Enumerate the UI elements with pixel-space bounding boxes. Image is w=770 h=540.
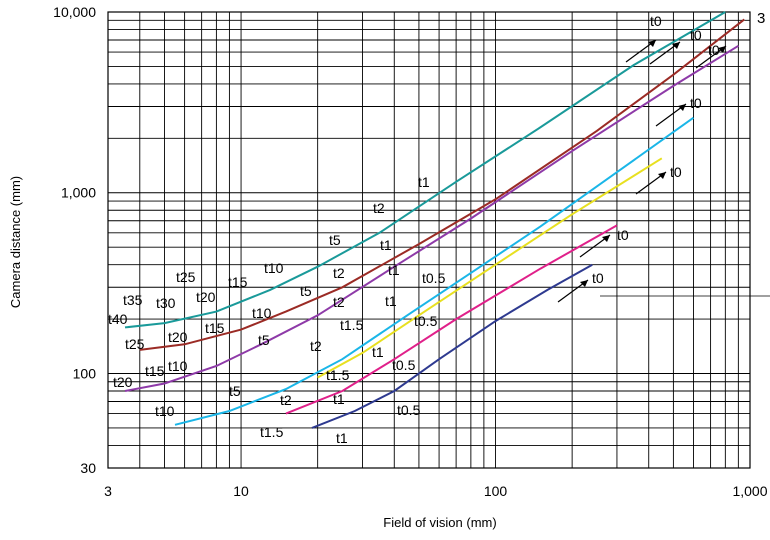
- arrow-head: [672, 42, 680, 49]
- grid: [107, 11, 751, 469]
- thickness-label: t25: [176, 269, 196, 285]
- thickness-label: t0.5: [392, 357, 416, 373]
- thickness-label: t5: [300, 283, 312, 299]
- thickness-label: t1.5: [340, 317, 364, 333]
- arrow-head: [580, 280, 588, 287]
- series-line-2: [139, 18, 745, 351]
- x-tick-label: 3: [104, 483, 112, 499]
- y-axis-label: Camera distance (mm): [8, 176, 23, 308]
- thickness-label: t10: [168, 358, 188, 374]
- thickness-label: t2: [373, 200, 385, 216]
- series-line-6: [285, 224, 618, 415]
- thickness-label: t10: [264, 260, 284, 276]
- corner-label: 3: [757, 10, 765, 27]
- thickness-label: t10: [155, 403, 175, 419]
- thickness-label: t0.5: [422, 270, 446, 286]
- thickness-label: t20: [196, 289, 216, 305]
- arrow-head: [602, 235, 610, 242]
- thickness-label: t20: [168, 329, 188, 345]
- thickness-label: t1.5: [260, 424, 284, 440]
- thickness-label: t15: [205, 320, 225, 336]
- x-axis-label: Field of vision (mm): [383, 515, 496, 530]
- thickness-label: t1: [418, 174, 430, 190]
- x-tick-label: 10: [233, 483, 249, 499]
- arrow-head: [678, 104, 686, 111]
- thickness-label: t25: [125, 336, 145, 352]
- tick-labels: 3 10 100 1,000 30 100 1,000 10,000: [53, 4, 768, 499]
- thickness-label: t0: [670, 164, 682, 180]
- thickness-label: t0: [617, 227, 629, 243]
- arrow-head: [718, 46, 726, 53]
- x-tick-label: 1,000: [732, 483, 767, 499]
- thickness-label: t0: [650, 13, 662, 29]
- thickness-label: t0: [592, 270, 604, 286]
- thickness-label: t2: [280, 392, 292, 408]
- plot-frame: [107, 11, 751, 469]
- thickness-label: t1.5: [326, 367, 350, 383]
- y-tick-label: 10,000: [53, 4, 96, 20]
- series-line-4: [174, 116, 695, 426]
- thickness-label: t1: [388, 262, 400, 278]
- thickness-label: t1: [385, 293, 397, 309]
- arrow-head: [648, 40, 656, 47]
- arrow-head: [658, 172, 666, 179]
- series-line-1: [124, 11, 726, 329]
- y-tick-label: 1,000: [61, 185, 96, 201]
- thickness-label: t30: [156, 295, 176, 311]
- thickness-label: t1: [372, 344, 384, 360]
- thickness-label: t2: [333, 294, 345, 310]
- thickness-label: t0: [708, 42, 720, 58]
- thickness-label: t0.5: [397, 402, 421, 418]
- thickness-label: t0: [690, 27, 702, 43]
- series-line-3: [124, 44, 739, 392]
- thickness-label: t10: [252, 305, 272, 321]
- series-line-5: [317, 157, 663, 379]
- thickness-label: t35: [123, 292, 143, 308]
- thickness-label: t20: [113, 374, 133, 390]
- series-lines: [124, 11, 745, 429]
- thickness-label: t1: [336, 430, 348, 446]
- x-tick-label: 100: [484, 483, 508, 499]
- thickness-annotations: t0 t0 t0 t0 t0 t0 t0 t0.5 t0.5 t0.5 t0.5 t1 t1 t1 t1 t1…: [108, 13, 727, 446]
- series-line-7: [311, 263, 593, 429]
- thickness-label: t15: [228, 274, 248, 290]
- y-tick-label: 30: [80, 460, 96, 476]
- thickness-label: t2: [333, 265, 345, 281]
- thickness-label: t5: [258, 332, 270, 348]
- thickness-label: t0: [690, 95, 702, 111]
- thickness-label: t1: [333, 391, 345, 407]
- thickness-label: t2: [310, 338, 322, 354]
- thickness-label: t40: [108, 311, 128, 327]
- thickness-label: t5: [229, 383, 241, 399]
- y-tick-label: 100: [73, 365, 97, 381]
- thickness-label: t15: [145, 363, 165, 379]
- thickness-label: t5: [329, 232, 341, 248]
- thickness-label: t1: [380, 237, 392, 253]
- thickness-label: t0.5: [414, 313, 438, 329]
